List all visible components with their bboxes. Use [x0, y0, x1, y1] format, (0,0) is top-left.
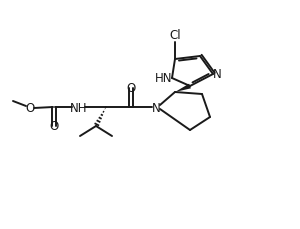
Text: HN: HN	[154, 72, 172, 85]
Text: NH: NH	[70, 101, 88, 114]
Text: N: N	[213, 68, 222, 81]
Text: O: O	[126, 82, 136, 95]
Text: O: O	[50, 120, 58, 133]
Text: N: N	[152, 101, 160, 114]
Polygon shape	[175, 84, 191, 93]
Text: O: O	[26, 101, 34, 114]
Text: Cl: Cl	[169, 29, 181, 42]
